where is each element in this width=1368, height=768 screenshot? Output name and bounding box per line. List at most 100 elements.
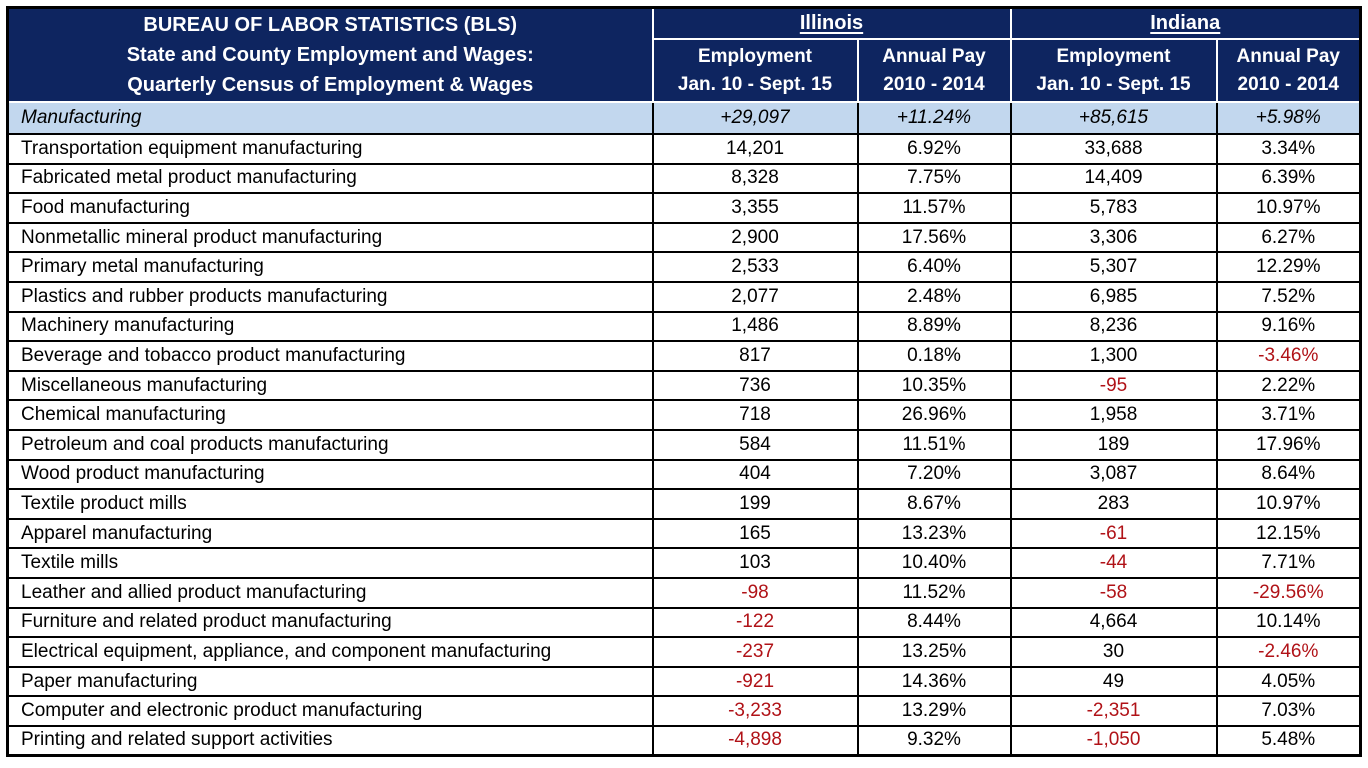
in-employment-value: 283 <box>1009 488 1218 520</box>
in-employment-value: -1,050 <box>1009 724 1218 757</box>
table-row: Furniture and related product manufactur… <box>6 606 1362 639</box>
il-employment-value: -4,898 <box>651 724 859 757</box>
industry-label: Printing and related support activities <box>6 724 654 757</box>
state-header-illinois: Illinois <box>651 6 1012 41</box>
state-name-illinois: Illinois <box>799 12 864 35</box>
table-row: Petroleum and coal products manufacturin… <box>6 428 1362 461</box>
in-annual-pay-value: 6.27% <box>1215 221 1362 254</box>
industry-label: Plastics and rubber products manufacturi… <box>6 281 654 313</box>
in-employment-value: -95 <box>1009 369 1218 402</box>
il-employment-value: 736 <box>651 369 859 402</box>
summary-label: Manufacturing <box>6 101 654 136</box>
table-title-cell: BUREAU OF LABOR STATISTICS (BLS) State a… <box>6 6 654 104</box>
in-employment-value: 49 <box>1009 665 1218 698</box>
col-header-line: Jan. 10 - Sept. 15 <box>677 73 833 95</box>
summary-row-manufacturing: Manufacturing +29,097 +11.24% +85,615 +5… <box>6 101 1362 136</box>
industry-label: Leather and allied product manufacturing <box>6 576 654 609</box>
in-employment-value: -61 <box>1009 517 1218 550</box>
in-employment-value: 4,664 <box>1009 606 1218 639</box>
in-annual-pay-value: -3.46% <box>1215 340 1362 372</box>
table-row: Primary metal manufacturing 2,533 6.40% 5,3… <box>6 251 1362 283</box>
table-row: Textile product mills 199 8.67% 283 10.97% <box>6 488 1362 520</box>
col-header-in-annual-pay: Annual Pay 2010 - 2014 <box>1215 38 1362 104</box>
in-employment-value: 6,985 <box>1009 281 1218 313</box>
il-annual-pay-value: 14.36% <box>856 665 1012 698</box>
il-annual-pay-value: 8.67% <box>856 488 1012 520</box>
header-row-columns: Employment Jan. 10 - Sept. 15 Annual Pay… <box>8 38 1362 104</box>
in-employment-value: 189 <box>1009 428 1218 461</box>
industry-label: Nonmetallic mineral product manufacturin… <box>6 221 654 254</box>
il-employment-value: 8,328 <box>651 162 859 195</box>
col-header-in-employment: Employment Jan. 10 - Sept. 15 <box>1009 38 1218 104</box>
col-header-il-employment: Employment Jan. 10 - Sept. 15 <box>651 38 859 104</box>
il-annual-pay-value: 9.32% <box>856 724 1012 757</box>
table-row: Miscellaneous manufacturing 736 10.35% -95 2… <box>6 369 1362 402</box>
summary-il-employment-value: +29,097 <box>651 101 859 136</box>
il-employment-value: 718 <box>651 399 859 431</box>
bls-employment-wages-table: BUREAU OF LABOR STATISTICS (BLS) State a… <box>6 6 1363 757</box>
in-employment-value: 5,307 <box>1009 251 1218 283</box>
in-annual-pay-value: 3.34% <box>1215 133 1362 165</box>
in-annual-pay-value: 12.29% <box>1215 251 1362 283</box>
industry-label: Paper manufacturing <box>6 665 654 698</box>
industry-label: Chemical manufacturing <box>6 399 654 431</box>
il-employment-value: 103 <box>651 547 859 579</box>
in-employment-value: -2,351 <box>1009 695 1218 727</box>
table-row: Food manufacturing 3,355 11.57% 5,783 10.97% <box>6 192 1362 224</box>
col-header-line: Employment <box>697 45 813 67</box>
title-line-2: State and County Employment and Wages: <box>126 44 534 67</box>
in-annual-pay-value: 12.15% <box>1215 517 1362 550</box>
industry-label: Transportation equipment manufacturing <box>6 133 654 165</box>
in-annual-pay-value: 7.03% <box>1215 695 1362 727</box>
state-header-indiana: Indiana <box>1009 6 1362 41</box>
in-employment-value: 3,306 <box>1009 221 1218 254</box>
in-annual-pay-value: 7.71% <box>1215 547 1362 579</box>
summary-in-annual-pay-value: +5.98% <box>1215 101 1362 136</box>
il-employment-value: -122 <box>651 606 859 639</box>
in-employment-value: 8,236 <box>1009 310 1218 343</box>
table-row: Computer and electronic product manufact… <box>6 695 1362 727</box>
industry-label: Food manufacturing <box>6 192 654 224</box>
il-employment-value: 584 <box>651 428 859 461</box>
table-body: Transportation equipment manufacturing 14… <box>6 133 1362 757</box>
col-header-line: Jan. 10 - Sept. 15 <box>1036 73 1191 95</box>
in-employment-value: 5,783 <box>1009 192 1218 224</box>
il-employment-value: 1,486 <box>651 310 859 343</box>
table-row: Chemical manufacturing 718 26.96% 1,958 3.71… <box>6 399 1362 431</box>
industry-label: Computer and electronic product manufact… <box>6 695 654 727</box>
il-employment-value: -3,233 <box>651 695 859 727</box>
col-header-il-annual-pay: Annual Pay 2010 - 2014 <box>856 38 1012 104</box>
table-row: Wood product manufacturing 404 7.20% 3,087 8… <box>6 458 1362 491</box>
col-header-line: Employment <box>1056 45 1171 67</box>
industry-label: Wood product manufacturing <box>6 458 654 491</box>
il-annual-pay-value: 13.29% <box>856 695 1012 727</box>
il-annual-pay-value: 11.51% <box>856 428 1012 461</box>
table-row: Apparel manufacturing 165 13.23% -61 12.15% <box>6 517 1362 550</box>
table-row: Paper manufacturing -921 14.36% 49 4.05% <box>6 665 1362 698</box>
industry-label: Beverage and tobacco product manufacturi… <box>6 340 654 372</box>
table-row: Fabricated metal product manufacturing 8,… <box>6 162 1362 195</box>
table-row: Leather and allied product manufacturing… <box>6 576 1362 609</box>
il-employment-value: 2,900 <box>651 221 859 254</box>
il-employment-value: 199 <box>651 488 859 520</box>
table-row: Textile mills 103 10.40% -44 7.71% <box>6 547 1362 579</box>
in-annual-pay-value: 9.16% <box>1215 310 1362 343</box>
in-annual-pay-value: 3.71% <box>1215 399 1362 431</box>
table-row: Plastics and rubber products manufacturi… <box>6 281 1362 313</box>
state-name-indiana: Indiana <box>1150 12 1221 35</box>
industry-label: Electrical equipment, appliance, and com… <box>6 636 654 668</box>
industry-label: Machinery manufacturing <box>6 310 654 343</box>
industry-label: Petroleum and coal products manufacturin… <box>6 428 654 461</box>
il-employment-value: 3,355 <box>651 192 859 224</box>
il-annual-pay-value: 7.75% <box>856 162 1012 195</box>
il-annual-pay-value: 8.89% <box>856 310 1012 343</box>
industry-label: Miscellaneous manufacturing <box>6 369 654 402</box>
in-employment-value: 30 <box>1009 636 1218 668</box>
in-employment-value: -58 <box>1009 576 1218 609</box>
in-annual-pay-value: -2.46% <box>1215 636 1362 668</box>
table-row: Printing and related support activities -… <box>6 724 1362 757</box>
in-annual-pay-value: 7.52% <box>1215 281 1362 313</box>
col-header-line: 2010 - 2014 <box>883 73 985 95</box>
col-header-line: Annual Pay <box>1236 45 1340 67</box>
il-annual-pay-value: 10.35% <box>856 369 1012 402</box>
